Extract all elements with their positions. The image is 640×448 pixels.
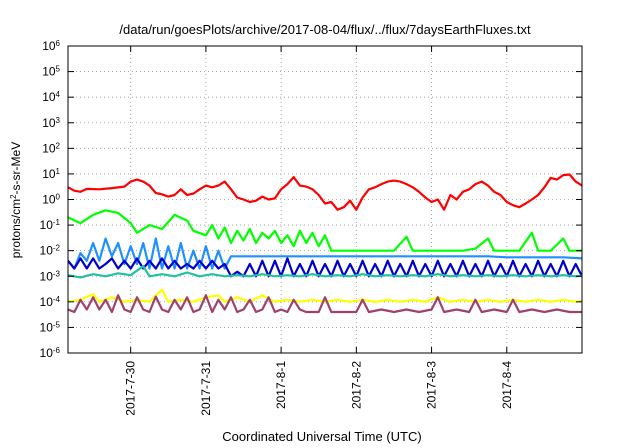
y-tick-label-exp: 0	[56, 192, 61, 201]
y-tick-label: 104	[42, 90, 60, 105]
y-tick-label-base: 10	[40, 244, 54, 258]
y-tick-label-base: 10	[42, 116, 56, 130]
y-tick-label: 10-1	[40, 218, 61, 233]
series-line-5	[68, 265, 582, 279]
y-tick-label-base: 10	[40, 320, 54, 334]
y-tick-label: 101	[42, 166, 60, 181]
y-axis: 10-610-510-410-310-210-11001011021031041…	[40, 39, 582, 361]
y-tick-label: 10-6	[40, 346, 61, 361]
x-tick-label: 2017-7-31	[199, 361, 213, 416]
series-line-3	[68, 237, 582, 270]
y-tick-label-exp: 1	[56, 166, 61, 175]
series-line-2	[68, 209, 582, 252]
y-tick-label-exp: 6	[56, 39, 61, 48]
y-tick-label: 10-2	[40, 243, 61, 258]
y-tick-label: 10-5	[40, 320, 61, 335]
y-tick-label-base: 10	[42, 141, 56, 155]
y-tick-label: 10-3	[40, 269, 61, 284]
y-tick-label-base: 10	[40, 295, 54, 309]
y-tick-label: 100	[42, 192, 60, 207]
y-tick-label: 106	[42, 39, 60, 54]
x-tick-label: 2017-8-2	[349, 361, 363, 409]
y-tick-label-exp: -2	[53, 243, 61, 252]
y-tick-label-exp: 5	[56, 64, 61, 73]
series-line-4	[68, 257, 582, 278]
chart-title: /data/run/goesPlots/archive/2017-08-04/f…	[119, 22, 531, 37]
x-axis: 2017-7-30 2017-7-31 2017-8-1 2017-8-2 2017-8…	[124, 46, 514, 416]
y-tick-label-exp: -5	[53, 320, 61, 329]
series-line-6	[68, 288, 582, 303]
y-axis-label: protons/cm2-s-sr-MeV	[9, 142, 24, 258]
y-tick-label-base: 10	[42, 90, 56, 104]
series-layer	[68, 173, 582, 314]
y-tick-label-exp: -6	[53, 346, 61, 355]
y-tick-label: 105	[42, 64, 60, 79]
y-tick-label: 10-4	[40, 294, 61, 309]
y-axis-label-rest: -s-sr-MeV	[9, 142, 23, 195]
y-tick-label-base: 10	[40, 346, 54, 360]
y-tick-label: 102	[42, 141, 60, 156]
y-tick-label-exp: -1	[53, 218, 61, 227]
y-tick-label-base: 10	[42, 65, 56, 79]
y-tick-label: 103	[42, 115, 60, 130]
x-tick-label: 2017-8-1	[274, 361, 288, 409]
x-tick-label: 2017-8-4	[500, 361, 514, 409]
y-tick-label-base: 10	[40, 269, 54, 283]
series-line-7	[68, 294, 582, 314]
y-tick-label-exp: 2	[56, 141, 61, 150]
x-tick-label: 2017-7-30	[124, 361, 138, 416]
y-tick-label-exp: 4	[56, 90, 61, 99]
y-axis-label-base: protons/cm	[9, 199, 23, 258]
y-tick-label-exp: -3	[53, 269, 61, 278]
y-tick-label-base: 10	[42, 167, 56, 181]
x-tick-label: 2017-8-3	[425, 361, 439, 409]
y-axis-label-exp: 2	[9, 194, 18, 199]
y-tick-label-exp: -4	[53, 294, 61, 303]
series-line-1	[68, 173, 582, 211]
y-tick-label-exp: 3	[56, 115, 61, 124]
y-tick-label-base: 10	[42, 193, 56, 207]
y-tick-label-base: 10	[42, 39, 56, 53]
y-tick-label-base: 10	[40, 218, 54, 232]
x-axis-label: Coordinated Universal Time (UTC)	[222, 429, 421, 444]
